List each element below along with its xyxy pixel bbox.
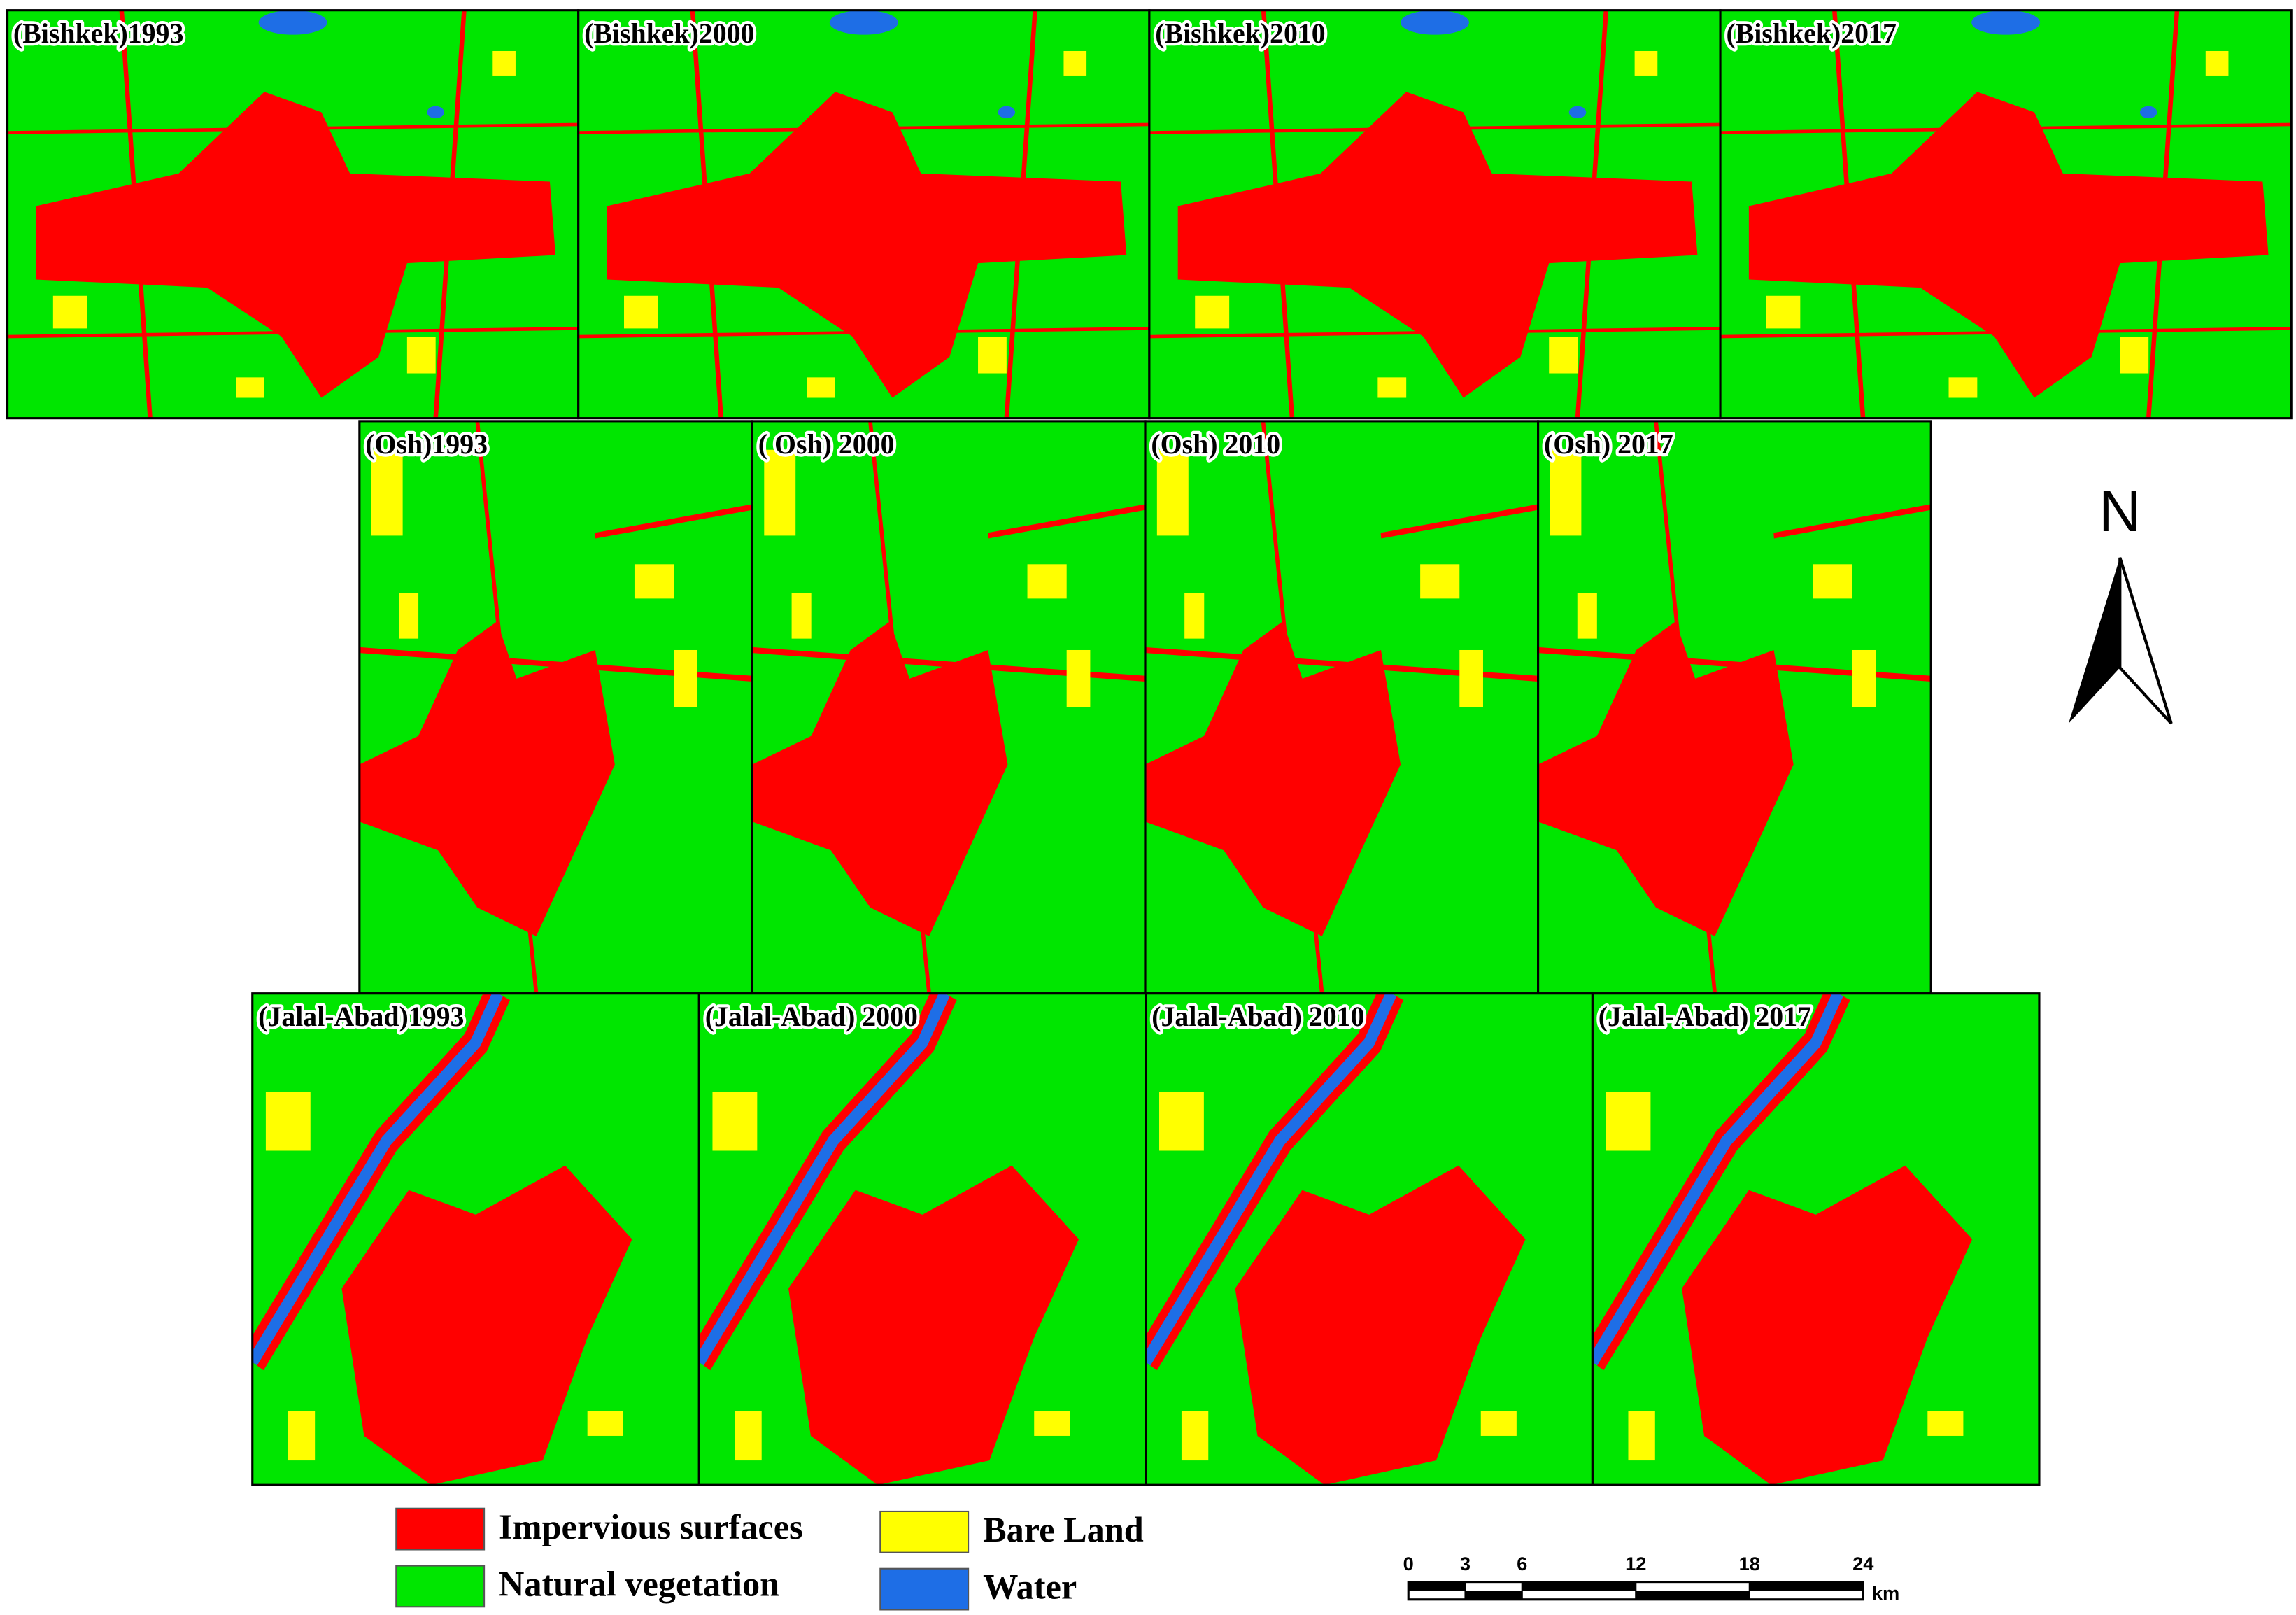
legend-swatch <box>395 1507 486 1551</box>
scale-tick-label: 18 <box>1739 1553 1760 1574</box>
map-panel: (Bishkek)2017 <box>1719 9 2293 420</box>
panel-label: (Osh) 2017 <box>1544 428 1673 460</box>
panel-label: (Jalal-Abad)1993 <box>258 1001 464 1032</box>
panel-label: (Jalal-Abad) 2000 <box>705 1001 918 1032</box>
map-panel: (Osh) 2017 <box>1537 420 1932 995</box>
legend-label: Water <box>983 1567 1077 1607</box>
panel-label: (Bishkek)2000 <box>584 17 754 49</box>
land-cover-map <box>360 421 753 994</box>
map-panel: ( Osh) 2000 <box>751 420 1147 995</box>
map-panel: (Osh)1993 <box>358 420 754 995</box>
north-label: N <box>2099 478 2141 544</box>
map-panel: (Jalal-Abad) 2000 <box>697 992 1147 1486</box>
map-panel: (Jalal-Abad) 2010 <box>1145 992 1594 1486</box>
scale-segment <box>1465 1591 1522 1600</box>
panel-label: (Bishkek)1993 <box>13 17 183 49</box>
map-panel: (Bishkek)2010 <box>1148 9 1722 420</box>
scale-segment <box>1749 1581 1864 1591</box>
land-cover-map <box>699 994 1146 1486</box>
panel-label: (Osh)1993 <box>365 428 488 460</box>
map-panel: (Bishkek)1993 <box>6 9 580 420</box>
land-cover-map <box>1145 421 1538 994</box>
scale-tick-label: 0 <box>1403 1553 1414 1574</box>
land-cover-map <box>8 10 579 418</box>
legend-label: Natural vegetation <box>499 1565 779 1604</box>
legend-swatch <box>395 1565 486 1608</box>
land-cover-map <box>1146 994 1593 1486</box>
legend-swatch <box>879 1567 970 1611</box>
arrow-dark <box>2068 557 2120 724</box>
panel-label: (Osh) 2010 <box>1151 428 1280 460</box>
panel-border <box>1591 992 2041 1486</box>
panel-border <box>1719 9 2293 420</box>
map-panel: (Jalal-Abad)1993 <box>251 992 700 1486</box>
land-cover-map <box>1720 10 2291 418</box>
panel-label: ( Osh) 2000 <box>758 428 895 460</box>
scale-bar: 0 3 6 12 18 24 km <box>1403 1553 1900 1604</box>
scale-segment <box>1522 1581 1636 1591</box>
panel-label: (Bishkek)2017 <box>1726 17 1896 49</box>
scale-segment <box>1408 1581 1466 1591</box>
north-arrow: N <box>2068 478 2173 725</box>
panel-label: (Jalal-Abad) 2017 <box>1599 1001 1811 1032</box>
scale-tick-label: 6 <box>1517 1553 1527 1574</box>
land-cover-map <box>1538 421 1932 994</box>
legend-swatch <box>879 1510 970 1553</box>
scale-tick-label: 3 <box>1460 1553 1471 1574</box>
scale-segment <box>1636 1591 1750 1600</box>
land-cover-map <box>752 421 1145 994</box>
land-cover-map <box>253 994 700 1486</box>
map-panel: (Bishkek)2000 <box>577 9 1151 420</box>
map-panel: (Osh) 2010 <box>1144 420 1540 995</box>
arrow-light <box>2118 557 2173 725</box>
scale-tick-label: 12 <box>1625 1553 1646 1574</box>
legend-label: Bare Land <box>983 1510 1144 1549</box>
map-panels: (Bishkek)1993 (Bishkek)2000 (Bishkek)2010 (… <box>6 9 2293 1486</box>
scale-unit: km <box>1872 1582 1899 1604</box>
land-cover-map <box>579 10 1149 418</box>
land-cover-map <box>1149 10 1720 418</box>
land-cover-map <box>1592 994 2039 1486</box>
legend-label: Impervious surfaces <box>499 1507 803 1546</box>
scale-tick-label: 24 <box>1852 1553 1874 1574</box>
panel-label: (Bishkek)2010 <box>1155 17 1325 49</box>
map-panel: (Jalal-Abad) 2017 <box>1591 992 2041 1486</box>
legend: Impervious surfaces Natural vegetation Bar… <box>395 1507 1144 1611</box>
panel-label: (Jalal-Abad) 2010 <box>1151 1001 1364 1032</box>
